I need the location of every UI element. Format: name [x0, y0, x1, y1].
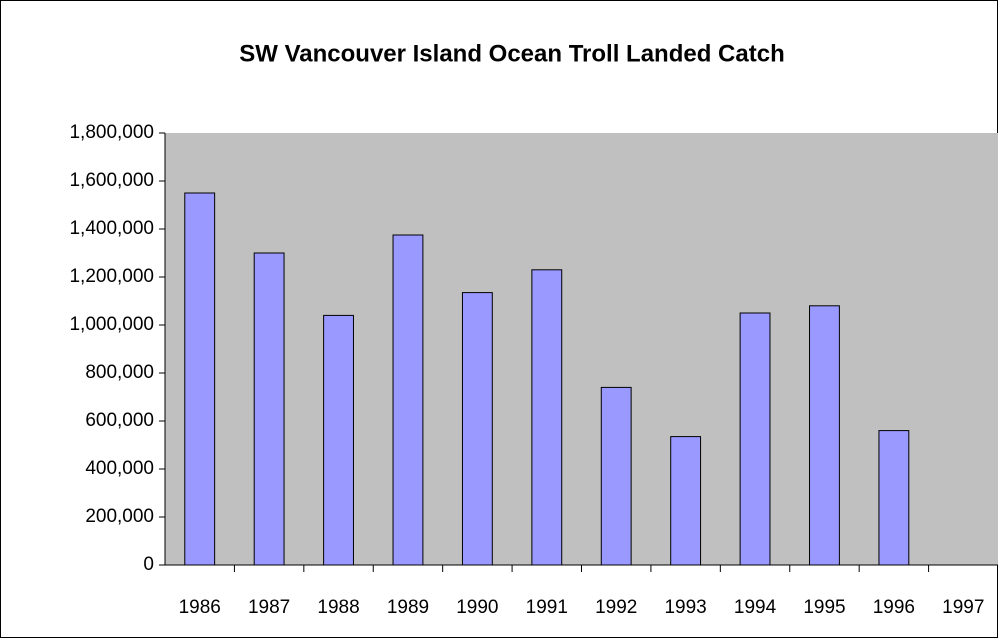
bar — [809, 305, 840, 566]
y-tick-label: 1,600,000 — [69, 170, 154, 191]
y-tick-label: 1,400,000 — [69, 218, 154, 239]
y-tick-label: 200,000 — [85, 506, 154, 527]
y-tick-label: 600,000 — [85, 410, 154, 431]
chart-title: SW Vancouver Island Ocean Troll Landed C… — [239, 40, 784, 67]
bar — [184, 192, 216, 566]
y-tick-label: 1,000,000 — [69, 314, 154, 335]
plot-area — [165, 133, 998, 565]
x-tick-label: 1987 — [248, 597, 290, 618]
x-tick-label: 1996 — [873, 597, 915, 618]
y-tick-label: 0 — [143, 554, 154, 575]
bar — [253, 252, 285, 566]
x-tick-label: 1992 — [595, 597, 637, 618]
x-tick-label: 1989 — [387, 597, 429, 618]
bar — [323, 314, 354, 566]
x-tick-label: 1994 — [734, 597, 777, 618]
y-tick-label: 400,000 — [85, 458, 154, 479]
bar — [392, 234, 424, 566]
y-tick-label: 800,000 — [85, 362, 154, 383]
y-tick-label: 1,200,000 — [69, 266, 154, 287]
bar — [461, 292, 493, 566]
x-tick-label: 1991 — [526, 597, 568, 618]
x-tick-label: 1995 — [803, 597, 845, 618]
bar — [878, 430, 910, 566]
x-tick-label: 1997 — [942, 597, 984, 618]
y-tick-label: 1,800,000 — [69, 122, 154, 143]
x-tick-label: 1986 — [179, 597, 221, 618]
x-tick-label: 1993 — [664, 597, 706, 618]
bar — [531, 269, 563, 566]
bar — [670, 436, 702, 566]
x-tick-label: 1988 — [317, 597, 359, 618]
x-tick-label: 1990 — [456, 597, 498, 618]
bar — [739, 312, 771, 566]
bar — [600, 386, 632, 566]
